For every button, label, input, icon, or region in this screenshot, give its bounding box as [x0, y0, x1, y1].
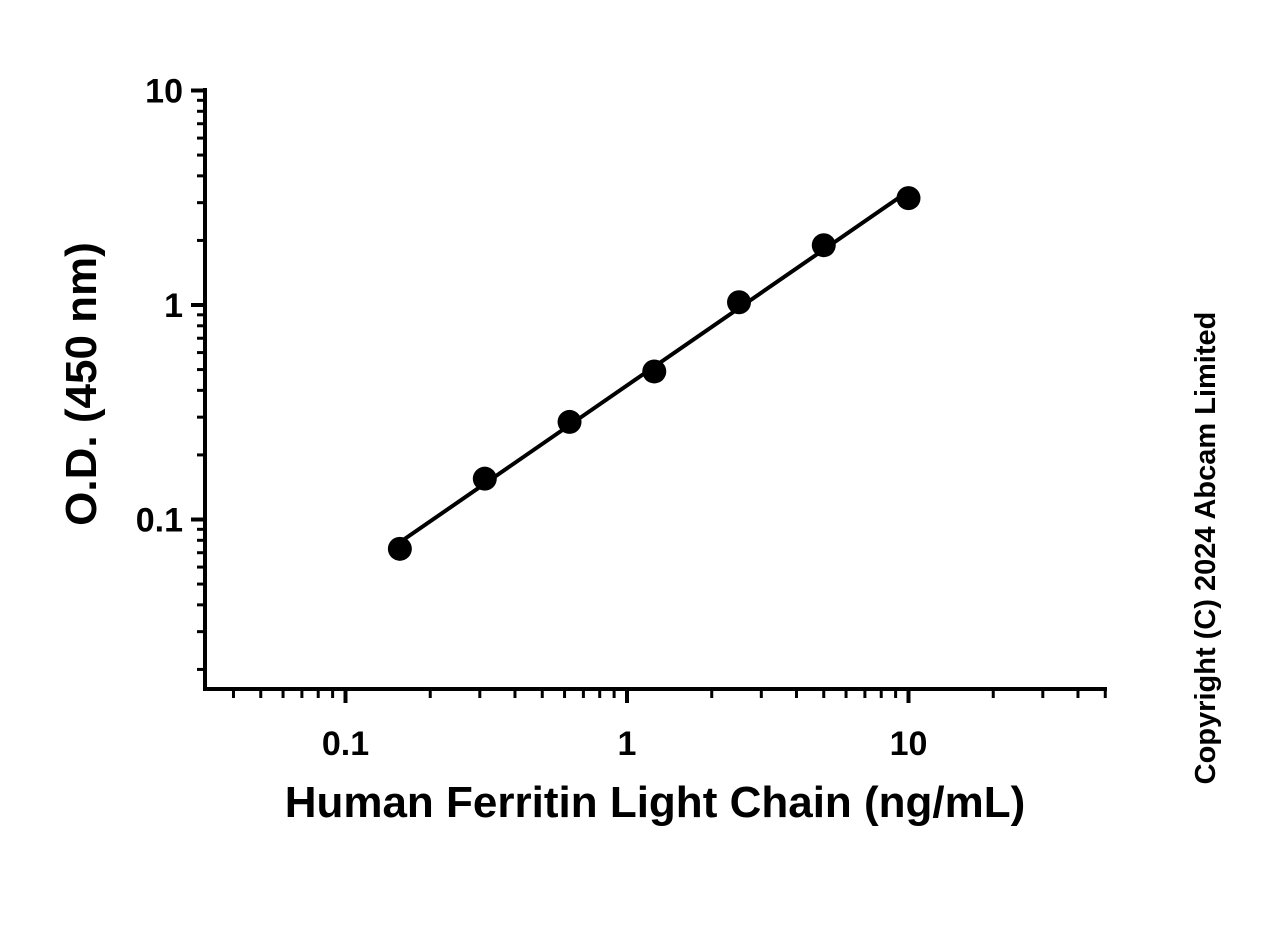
y-axis-title: O.D. (450 nm): [57, 242, 106, 526]
plot-area: [387, 186, 921, 561]
data-point: [896, 186, 921, 211]
x-tick-label: 1: [618, 725, 637, 763]
data-point: [811, 233, 836, 258]
y-tick-label: 1: [164, 287, 183, 325]
y-tick-label: 0.1: [136, 502, 183, 540]
x-tick-label: 10: [890, 725, 928, 763]
data-point: [642, 359, 667, 384]
data-point: [472, 466, 497, 491]
data-point: [387, 536, 412, 561]
data-point: [727, 290, 752, 315]
data-point: [557, 409, 582, 434]
x-axis-title: Human Ferritin Light Chain (ng/mL): [285, 778, 1026, 827]
y-axis: 0.1 1 10: [136, 73, 207, 691]
x-tick-label: 0.1: [322, 725, 369, 763]
y-tick-label: 10: [145, 73, 183, 111]
x-axis: 0.1 1 10: [203, 687, 1107, 763]
copyright-text: Copyright (C) 2024 Abcam Limited: [1190, 312, 1222, 785]
